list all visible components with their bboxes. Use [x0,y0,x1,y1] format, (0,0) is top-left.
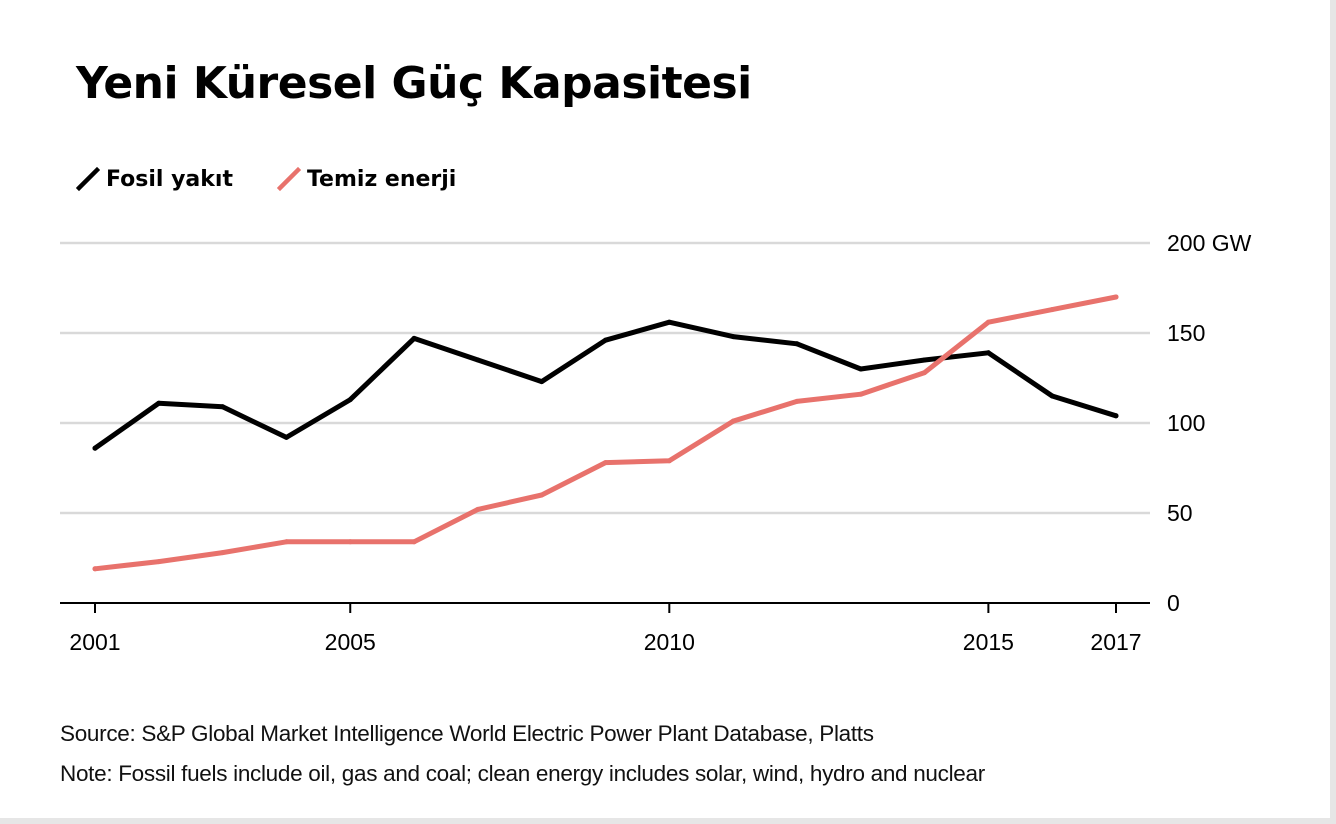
x-tick-label-2010: 2010 [644,629,695,655]
series-lines [92,294,1119,572]
data-point-clean-2010 [666,458,672,464]
data-point-clean-2011 [730,418,736,424]
tick-labels: 0 50 100 150 200 GW 2001 2005 2010 2015 2017 [69,230,1251,655]
data-point-clean-2008 [539,492,545,498]
legend-label-fossil: Fosil yakıt [106,166,233,192]
y-tick-label-200: 200 GW [1167,230,1252,256]
data-point-clean-2014 [922,370,928,376]
data-point-fossil-2016 [1049,393,1055,399]
legend: Fosil yakıt Temiz enerji [76,166,456,192]
source-note: Source: S&P Global Market Intelligence W… [60,721,874,746]
x-tick-label-2015: 2015 [963,629,1014,655]
data-point-fossil-2012 [794,341,800,347]
data-point-clean-2001 [92,566,98,572]
y-tick-label-50: 50 [1167,500,1193,526]
data-point-fossil-2009 [603,337,608,343]
data-point-fossil-2015 [985,350,991,356]
data-point-clean-2016 [1049,307,1055,313]
data-point-fossil-2002 [156,400,162,406]
footer: Source: S&P Global Market Intelligence W… [60,714,985,794]
data-point-fossil-2011 [730,334,736,340]
data-point-fossil-2008 [539,379,545,385]
data-point-clean-2005 [347,539,353,545]
data-point-fossil-2010 [666,319,672,325]
y-tick-label-0: 0 [1167,590,1180,616]
data-point-fossil-2006 [411,335,417,341]
y-tick-label-150: 150 [1167,320,1205,346]
legend-label-clean: Temiz enerji [306,166,457,192]
legend-swatch-fossil [76,166,100,192]
data-point-fossil-2017 [1113,413,1119,419]
legend-swatch-clean [276,166,301,192]
data-point-fossil-2007 [475,357,481,363]
data-point-clean-2013 [858,391,864,397]
data-point-clean-2009 [603,460,608,466]
data-point-fossil-2003 [220,404,226,410]
data-point-clean-2012 [794,398,800,404]
legend-item-clean: Temiz enerji [276,166,457,192]
x-tick-label-2017: 2017 [1090,629,1141,655]
x-tick-label-2005: 2005 [325,629,376,655]
grid-lines [60,241,1150,515]
data-point-fossil-2013 [858,366,864,372]
line-chart: 0 50 100 150 200 GW 2001 2005 2010 2015 2017 [60,230,1252,655]
data-point-clean-2002 [156,559,162,565]
legend-item-fossil: Fosil yakıt [76,166,233,192]
data-point-fossil-2004 [283,434,289,440]
data-point-clean-2003 [220,550,226,556]
data-point-clean-2015 [985,319,991,325]
x-axis [60,602,1150,613]
data-point-fossil-2005 [347,397,353,403]
data-point-fossil-2001 [92,445,98,451]
data-point-fossil-2014 [922,357,928,363]
x-tick-label-2001: 2001 [69,629,120,655]
y-tick-label-100: 100 [1167,410,1205,436]
methodology-note: Note: Fossil fuels include oil, gas and … [60,761,985,786]
data-point-clean-2007 [475,506,481,512]
data-point-clean-2006 [411,539,417,545]
data-point-clean-2017 [1113,294,1119,300]
chart-title: Yeni Küresel Güç Kapasitesi [76,58,752,109]
data-point-clean-2004 [283,539,289,545]
